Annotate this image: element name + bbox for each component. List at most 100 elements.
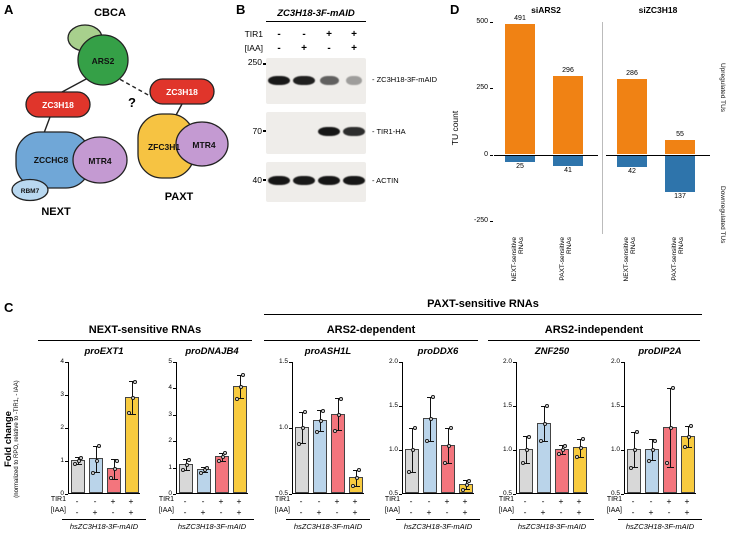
y-tick-label: 2	[168, 437, 172, 445]
error-bar-cap	[444, 427, 452, 429]
tir1-condition-row: TIR1 - - + +	[148, 496, 252, 506]
error-bar-cap	[200, 472, 208, 474]
y-tick-mark	[490, 88, 493, 90]
iaa-sign: +	[576, 507, 582, 517]
y-tick-mark	[65, 395, 68, 396]
y-tick-label: 2.0	[388, 358, 398, 365]
upregulated-count: 491	[514, 15, 526, 23]
tir1-sign: +	[334, 496, 340, 506]
iaa-condition-row: [IAA] - + - +	[596, 507, 700, 517]
iaa-sign: -	[219, 507, 223, 517]
error-bar-cap	[576, 438, 584, 440]
y-tick-label: 0.5	[610, 490, 620, 497]
paxt-group-header: PAXT-sensitive RNAs	[264, 298, 702, 315]
tir1-row-label: TIR1	[384, 496, 400, 503]
iaa-row-label: [IAA]	[384, 507, 400, 514]
data-point	[220, 455, 225, 460]
error-bar-cap	[444, 462, 452, 464]
data-point	[222, 451, 227, 456]
data-point	[574, 455, 579, 460]
chart-plot-area	[516, 362, 588, 494]
data-point	[464, 483, 469, 488]
data-point	[682, 445, 687, 450]
error-bar-cap	[316, 410, 324, 412]
error-bar-cap	[298, 411, 306, 413]
x-category-label: NEXT-sensitive RNAs	[511, 237, 526, 282]
question-mark: ?	[128, 95, 136, 110]
y-tick-mark	[289, 362, 292, 363]
iaa-sign-lane2: +	[301, 43, 307, 54]
y-tick-mark	[399, 362, 402, 363]
iaa-condition-row: [IAA] - + - +	[374, 507, 478, 517]
data-point	[628, 465, 633, 470]
error-bar-cap	[182, 469, 190, 471]
y-tick-mark	[621, 494, 624, 495]
data-point	[664, 461, 669, 466]
error-bar-cap	[200, 467, 208, 469]
chart-proDDX6: proDDX6 0.5 1.0 1.5 2.0 TIR1- - + + [IAA] - + - + hsZC…	[374, 346, 480, 538]
data-point	[524, 448, 529, 452]
chart-title: proEXT1	[84, 346, 124, 357]
tir1-row-label: TIR1	[158, 496, 174, 503]
error-bar-cap	[522, 436, 530, 438]
error-bar-cap	[236, 398, 244, 400]
data-point	[302, 410, 307, 415]
data-point	[356, 468, 361, 473]
data-point	[314, 429, 319, 434]
facet-divider	[602, 22, 603, 234]
y-tick-label: 1.0	[502, 446, 512, 453]
iaa-row-label: [IAA]	[498, 507, 514, 514]
error-bar-cap	[630, 467, 638, 469]
y-tick-mark	[513, 450, 516, 451]
cell-line-label: hsZC3H18-3F-mAID	[170, 519, 254, 531]
error-bar-cap	[218, 460, 226, 462]
y-tick-mark	[173, 467, 176, 469]
marker-70-tick	[263, 130, 266, 132]
tir1-sign: -	[183, 496, 187, 506]
y-tick-label: 0.5	[502, 490, 512, 497]
protein-band	[292, 176, 316, 185]
y-tick-mark	[490, 154, 493, 156]
error-bar-cap	[352, 485, 360, 487]
error-bar-cap	[408, 427, 416, 429]
y-tick-label: 1.5	[278, 358, 288, 365]
y-tick-label: 500	[476, 18, 488, 25]
iaa-sign: +	[462, 507, 468, 517]
y-tick-mark	[490, 220, 493, 222]
error-bar-cap	[426, 396, 434, 398]
rbm7-oval	[11, 178, 49, 202]
data-point	[132, 379, 137, 384]
upregulated-side-label: Upregulated TUs	[719, 63, 726, 113]
error-bar-cap	[540, 405, 548, 407]
data-point	[424, 439, 429, 444]
y-tick-label: 3	[60, 391, 64, 398]
data-point	[686, 434, 691, 439]
data-point	[562, 443, 567, 448]
tir1-sign: -	[299, 496, 303, 506]
tir1-sign: +	[110, 496, 116, 506]
iaa-condition-row: [IAA] - + - +	[264, 507, 368, 517]
tu-count-chart: 500 250 0 -250 siARS2 491 25 NEXT-sensitive RNA…	[448, 2, 729, 302]
y-tick-mark	[173, 388, 176, 390]
y-tick-mark	[513, 406, 516, 407]
iaa-sign: -	[445, 507, 449, 517]
iaa-sign: -	[183, 507, 187, 517]
error-bar-cap	[92, 472, 100, 474]
zc3h18-right-box	[149, 78, 215, 105]
marker-250-tick	[263, 63, 266, 65]
iaa-condition-row: [IAA] - + - +	[488, 507, 592, 517]
tir1-condition-row: TIR1 - - + +	[374, 496, 478, 506]
data-point	[556, 452, 561, 457]
error-bar-cap	[74, 457, 82, 459]
data-point	[184, 462, 189, 467]
tir1-condition-row: TIR1 - - + +	[40, 496, 144, 506]
data-point	[234, 396, 239, 401]
tir1-sign: -	[631, 496, 635, 506]
zero-baseline	[494, 154, 598, 156]
panel-d-label: D	[450, 2, 460, 17]
ars2-independent-header: ARS2-independent	[488, 324, 700, 341]
y-tick-mark	[65, 428, 68, 429]
data-point	[650, 448, 655, 452]
data-point	[646, 458, 651, 463]
downregulated-count: 41	[564, 167, 572, 175]
